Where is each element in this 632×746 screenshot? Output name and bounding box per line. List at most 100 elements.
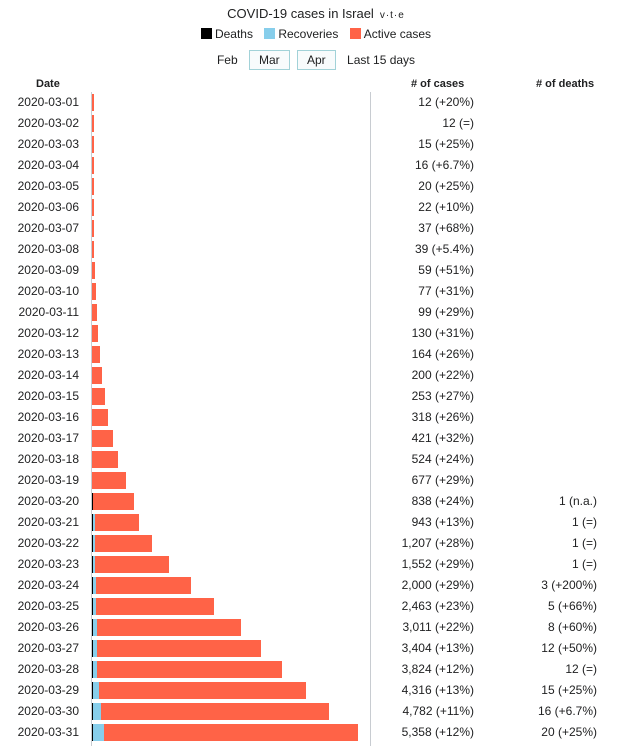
row-deaths: 3 (+200%) [541, 578, 597, 592]
cases-bar [92, 577, 192, 594]
bar-segment-deaths [92, 682, 93, 699]
header-deaths: # of deaths [536, 78, 595, 90]
chart-title: COVID-19 cases in Israel v·t·e [0, 6, 632, 21]
cases-bar [92, 640, 261, 657]
cases-bar [92, 703, 330, 720]
bar-segment-active [92, 199, 94, 216]
column-divider [370, 92, 371, 746]
row-cases: 2,463 (+23%) [401, 599, 474, 613]
row-cases: 524 (+24%) [411, 452, 474, 466]
row-deaths: 12 (+50%) [541, 641, 597, 655]
bar-segment-active [92, 262, 95, 279]
bar-segment-active [92, 388, 105, 405]
bar-segment-deaths [92, 640, 93, 657]
table-row: 2020-03-12 130 (+31%) [0, 323, 632, 344]
cases-bar [92, 430, 113, 447]
cases-bar [92, 451, 118, 468]
row-cases: 3,404 (+13%) [401, 641, 474, 655]
table-row: 2020-03-25 2,463 (+23%) 5 (+66%) [0, 596, 632, 617]
row-cases: 3,011 (+22%) [402, 620, 475, 634]
table-row: 2020-03-17 421 (+32%) [0, 428, 632, 449]
header-date: Date [36, 78, 60, 90]
row-deaths: 1 (=) [571, 557, 597, 571]
bar-segment-recoveries [93, 577, 96, 594]
cases-bar [92, 157, 94, 174]
nav-apr-button[interactable]: Apr [296, 50, 336, 70]
table-row: 2020-03-04 16 (+6.7%) [0, 155, 632, 176]
table-row: 2020-03-06 22 (+10%) [0, 197, 632, 218]
bar-segment-active [96, 598, 215, 615]
bar-segment-active [103, 724, 358, 741]
cases-bar [92, 661, 282, 678]
bar-segment-deaths [92, 514, 93, 531]
vte-links[interactable]: v·t·e [379, 10, 405, 21]
bar-segment-active [92, 136, 94, 153]
cases-bar [92, 535, 152, 552]
row-date: 2020-03-02 [17, 116, 79, 130]
table-row: 2020-03-03 15 (+25%) [0, 134, 632, 155]
bar-segment-active [92, 346, 101, 363]
bar-segment-active [100, 703, 330, 720]
bar-segment-recoveries [93, 661, 98, 678]
row-deaths: 1 (=) [571, 536, 597, 550]
row-cases: 5,358 (+12%) [401, 725, 474, 739]
table-row: 2020-03-18 524 (+24%) [0, 449, 632, 470]
cases-bar [92, 493, 134, 510]
legend-active-label: Active cases [363, 27, 432, 41]
row-date: 2020-03-27 [17, 641, 79, 655]
row-deaths: 16 (+6.7%) [537, 704, 597, 718]
row-cases: 164 (+26%) [411, 347, 474, 361]
bar-segment-active [92, 409, 108, 426]
row-deaths: 1 (=) [571, 515, 597, 529]
row-date: 2020-03-05 [17, 179, 79, 193]
bar-segment-deaths [92, 535, 93, 552]
bar-segment-recoveries [93, 556, 95, 573]
cases-bar [92, 262, 95, 279]
cases-bar [92, 388, 105, 405]
row-cases: 77 (+31%) [418, 284, 474, 298]
row-cases: 677 (+29%) [411, 473, 474, 487]
row-deaths: 20 (+25%) [541, 725, 597, 739]
table-row: 2020-03-16 318 (+26%) [0, 407, 632, 428]
table-row: 2020-03-08 39 (+5.4%) [0, 239, 632, 260]
row-cases: 12 (=) [442, 116, 474, 130]
cases-bar [92, 199, 94, 216]
bar-segment-recoveries [93, 703, 101, 720]
bar-segment-active [92, 430, 113, 447]
cases-bar [92, 178, 94, 195]
row-deaths: 12 (=) [565, 662, 597, 676]
bar-segment-deaths [92, 703, 93, 720]
nav-last-15-days[interactable]: Last 15 days [347, 53, 416, 67]
row-cases: 1,552 (+29%) [401, 557, 474, 571]
row-date: 2020-03-25 [17, 599, 79, 613]
table-row: 2020-03-01 12 (+20%) [0, 92, 632, 113]
row-date: 2020-03-09 [17, 263, 79, 277]
row-cases: 1,207 (+28%) [401, 536, 474, 550]
row-cases: 39 (+5.4%) [414, 242, 474, 256]
table-row: 2020-03-31 5,358 (+12%) 20 (+25%) [0, 722, 632, 743]
cases-bar [92, 619, 242, 636]
row-cases: 318 (+26%) [411, 410, 474, 424]
row-deaths: 15 (+25%) [541, 683, 597, 697]
legend-deaths-label: Deaths [214, 27, 253, 41]
row-cases: 59 (+51%) [418, 263, 474, 277]
row-date: 2020-03-12 [17, 326, 79, 340]
cases-bar [92, 94, 94, 111]
table-row: 2020-03-05 20 (+25%) [0, 176, 632, 197]
nav-mar-button[interactable]: Mar [248, 50, 290, 70]
bar-segment-active [92, 157, 94, 174]
row-date: 2020-03-24 [17, 578, 79, 592]
table-row: 2020-03-27 3,404 (+13%) 12 (+50%) [0, 638, 632, 659]
legend-recoveries-label: Recoveries [278, 27, 339, 41]
cases-bar [92, 136, 94, 153]
cases-bar [92, 409, 108, 426]
row-date: 2020-03-16 [17, 410, 79, 424]
bar-segment-active [92, 220, 94, 237]
bar-segment-active [95, 535, 152, 552]
nav-feb[interactable]: Feb [216, 53, 238, 67]
table-row: 2020-03-13 164 (+26%) [0, 344, 632, 365]
row-cases: 15 (+25%) [418, 137, 474, 151]
row-cases: 253 (+27%) [411, 389, 474, 403]
bar-segment-active [92, 472, 126, 489]
row-cases: 99 (+29%) [418, 305, 474, 319]
